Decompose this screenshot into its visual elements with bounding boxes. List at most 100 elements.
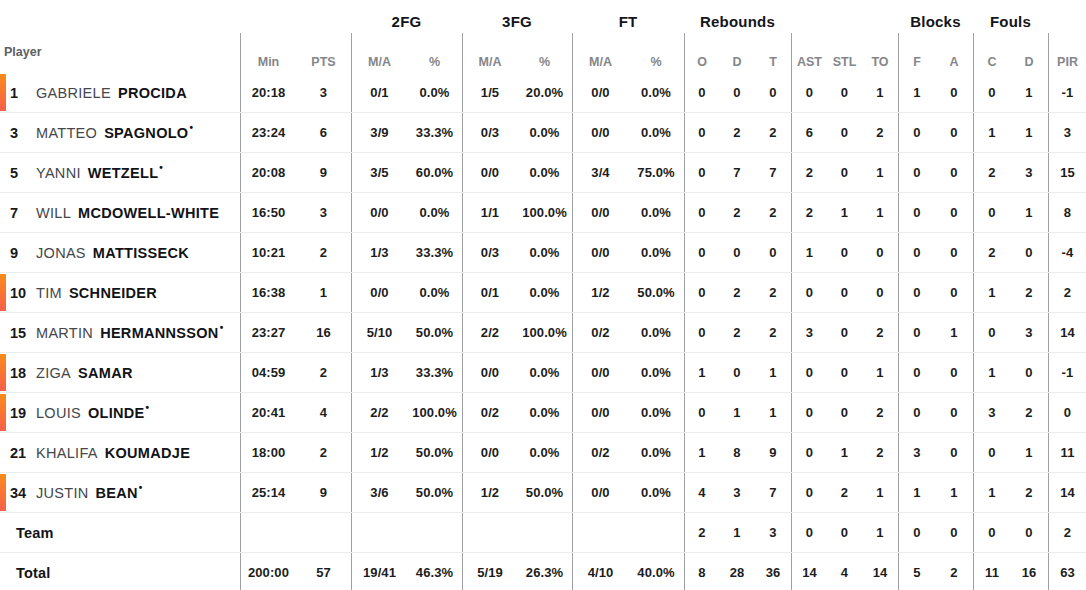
stat-cell: 100.0%	[517, 193, 572, 232]
stat-cell	[628, 513, 684, 552]
stat-cell: 2	[755, 313, 791, 352]
stat-cell: 1	[973, 113, 1010, 152]
stat-cell: 0.0%	[628, 393, 684, 432]
stat-cell: 2	[755, 273, 791, 312]
stat-cell: 0	[898, 273, 935, 312]
player-first-name: TIM	[36, 285, 62, 301]
column-header-a: A	[935, 33, 973, 73]
stat-cell: 2	[296, 233, 351, 272]
stat-cell: 0	[791, 473, 827, 512]
column-header-o: O	[684, 33, 719, 73]
group-header-2fg: 2FG	[351, 13, 462, 33]
stat-cell	[517, 513, 572, 552]
box-score-table: 2FG 3FG FT Rebounds Blocks Fouls Player …	[0, 0, 1086, 590]
stat-cell: 0	[827, 313, 862, 352]
stat-cell: 3	[296, 193, 351, 232]
column-header-d: D	[1010, 33, 1048, 73]
stat-cell: 0/1	[462, 273, 517, 312]
player-last-name: HERMANNSSON	[100, 325, 219, 341]
stat-cell: 1	[862, 193, 898, 232]
stat-cell: 28	[719, 553, 755, 590]
column-header--: %	[517, 33, 572, 73]
stat-cell: 18:00	[240, 433, 296, 472]
stat-cell: 8	[719, 433, 755, 472]
stat-cell	[407, 513, 462, 552]
jersey-number: 10	[10, 285, 36, 301]
stat-cell: 0	[827, 233, 862, 272]
stat-cell: 0/0	[351, 273, 407, 312]
column-header--: %	[407, 33, 462, 73]
stat-cell: 3	[1010, 153, 1048, 192]
stat-cell: 0	[827, 273, 862, 312]
stat-cell: 2/2	[462, 313, 517, 352]
stat-cell: 23:27	[240, 313, 296, 352]
jersey-number: 9	[10, 245, 36, 261]
stat-cell: 0.0%	[517, 273, 572, 312]
stat-cell	[240, 513, 296, 552]
stat-cell: 26.3%	[517, 553, 572, 590]
stat-cell: 1	[1010, 193, 1048, 232]
summary-label-cell: Total	[0, 553, 240, 590]
player-row: 18ZIGASAMAR04:5921/333.3%0/00.0%0/00.0%1…	[0, 353, 1086, 393]
jersey-number: 21	[10, 445, 36, 461]
stat-cell: 5/19	[462, 553, 517, 590]
stat-cell: 3/6	[351, 473, 407, 512]
column-header-t: T	[755, 33, 791, 73]
stat-cell: 1/3	[351, 233, 407, 272]
player-cell: 1GABRIELEPROCIDA	[0, 73, 240, 112]
stat-cell: 0/0	[572, 193, 628, 232]
stat-cell: 1	[862, 473, 898, 512]
summary-label-cell: Team	[0, 513, 240, 552]
player-cell: 15MARTINHERMANNSSON•	[0, 313, 240, 352]
stat-cell: 1	[862, 353, 898, 392]
stat-cell: 0.0%	[517, 353, 572, 392]
stat-cell: 0/0	[572, 473, 628, 512]
summary-label: Total	[16, 565, 51, 581]
stat-cell: 2	[719, 193, 755, 232]
stat-cell: 3	[296, 73, 351, 112]
stat-cell: 46.3%	[407, 553, 462, 590]
stat-cell: 33.3%	[407, 233, 462, 272]
stat-cell: 0	[898, 233, 935, 272]
player-first-name: JUSTIN	[36, 485, 89, 501]
stat-cell: 0	[827, 153, 862, 192]
stat-cell: 33.3%	[407, 353, 462, 392]
stat-cell: 0/3	[462, 113, 517, 152]
player-first-name: ZIGA	[36, 365, 71, 381]
stat-cell: 0/2	[572, 433, 628, 472]
stat-cell: 1	[862, 153, 898, 192]
stat-cell	[296, 513, 351, 552]
jersey-number: 18	[10, 365, 36, 381]
stat-cell: 75.0%	[628, 153, 684, 192]
stat-cell: 0	[791, 73, 827, 112]
stat-cell: 1	[973, 473, 1010, 512]
stat-cell: 20:18	[240, 73, 296, 112]
stat-cell: 50.0%	[628, 273, 684, 312]
stat-cell: 14	[1048, 473, 1086, 512]
player-row: 10TIMSCHNEIDER16:3810/00.0%0/10.0%1/250.…	[0, 273, 1086, 313]
stat-cell: 0	[862, 273, 898, 312]
total-row: Total200:005719/4146.3%5/1926.3%4/1040.0…	[0, 553, 1086, 590]
stat-cell: 1	[791, 233, 827, 272]
stat-cell: 1	[719, 513, 755, 552]
player-row: 15MARTINHERMANNSSON•23:27165/1050.0%2/21…	[0, 313, 1086, 353]
jersey-number: 34	[10, 485, 36, 501]
stat-cell: 0/0	[572, 73, 628, 112]
column-header-m-a: M/A	[462, 33, 517, 73]
stat-cell: 5/10	[351, 313, 407, 352]
stat-cell: 0.0%	[407, 73, 462, 112]
player-cell: 19LOUISOLINDE•	[0, 393, 240, 432]
stat-cell: 0.0%	[628, 233, 684, 272]
stat-cell: 0.0%	[628, 113, 684, 152]
player-first-name: KHALIFA	[36, 445, 98, 461]
player-last-name: BEAN	[96, 485, 138, 501]
stat-cell: 4/10	[572, 553, 628, 590]
jersey-number: 7	[10, 205, 36, 221]
column-header-ast: AST	[791, 33, 827, 73]
team-row: Team21300100002	[0, 513, 1086, 553]
stat-cell: 4	[827, 553, 862, 590]
stat-cell: 2	[862, 313, 898, 352]
stat-cell: 0	[898, 153, 935, 192]
stat-cell: 1	[755, 393, 791, 432]
stat-cell: 1	[755, 353, 791, 392]
